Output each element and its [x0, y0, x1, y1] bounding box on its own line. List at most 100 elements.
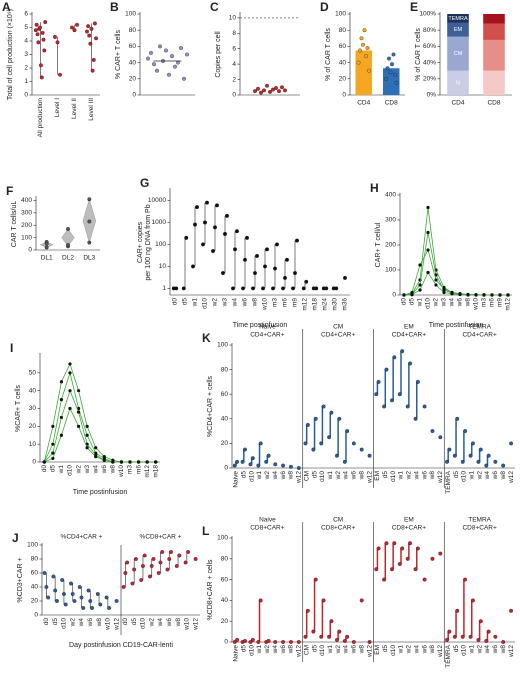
x-tick-label: w1 — [327, 471, 334, 481]
data-point — [59, 397, 64, 402]
data-point — [392, 541, 397, 546]
x-tick-label: w4 — [413, 471, 420, 481]
x-tick-label: Level II — [71, 98, 78, 119]
series-line — [403, 207, 508, 296]
x-tick-label: w12 — [192, 618, 199, 631]
y-axis-label: %CAR+ T cells — [15, 385, 22, 433]
data-point — [158, 560, 163, 565]
data-point — [434, 283, 438, 287]
x-tick-label: w10 — [184, 618, 191, 631]
data-point — [85, 433, 89, 437]
data-point — [51, 442, 55, 446]
data-point — [38, 63, 43, 68]
data-point — [132, 567, 137, 572]
data-point — [179, 46, 183, 50]
data-point — [193, 557, 198, 561]
data-point — [94, 446, 98, 450]
y-axis-label: CAR+ copies — [137, 221, 144, 263]
y-tick-label: 400 — [385, 192, 396, 199]
data-point — [501, 640, 506, 644]
data-point — [265, 83, 269, 88]
data-point — [493, 459, 498, 464]
data-point — [145, 460, 149, 464]
data-point — [418, 283, 422, 287]
segment-label: CM — [454, 51, 463, 57]
data-point — [345, 429, 350, 434]
x-tick-label: d5 — [50, 465, 57, 473]
y-tick-label: 100 — [385, 267, 396, 274]
panel-letter: K — [202, 331, 211, 345]
data-point — [319, 441, 324, 446]
data-point — [92, 21, 97, 26]
data-point — [498, 293, 502, 297]
data-point — [493, 634, 498, 639]
x-tick-label: w6 — [87, 618, 94, 628]
x-axis-label: Time postinfusion — [429, 322, 484, 329]
y-tick-label: 4 — [24, 38, 28, 45]
x-tick-label: CD4 — [451, 100, 464, 107]
y-tick-label: 60 — [339, 43, 347, 50]
x-tick-label: m18 — [152, 465, 159, 478]
data-point — [152, 62, 156, 67]
data-point — [42, 571, 47, 575]
data-point — [160, 550, 165, 554]
x-tick-label: w12 — [296, 471, 303, 484]
x-tick-label: w2 — [433, 298, 440, 308]
data-point — [154, 460, 158, 464]
data-point — [245, 235, 249, 240]
data-point — [283, 88, 287, 93]
x-tick-label: m12 — [144, 465, 151, 478]
data-point — [384, 76, 388, 81]
y-tick-label: 40 — [221, 416, 229, 423]
x-tick-label: w4 — [157, 618, 164, 628]
data-point — [283, 275, 287, 280]
data-point — [34, 22, 39, 27]
y-tick-label: 2 — [24, 65, 28, 72]
data-point — [149, 50, 153, 55]
data-point — [232, 463, 237, 468]
y-tick-label: 200 — [385, 242, 396, 249]
data-point — [123, 571, 128, 575]
x-tick-label: m6 — [282, 298, 289, 307]
y-tick-label: 20 — [339, 76, 347, 83]
data-point — [215, 203, 219, 208]
data-point — [405, 556, 410, 561]
data-point — [240, 459, 245, 464]
data-point — [463, 577, 468, 582]
data-point — [133, 557, 138, 561]
data-point — [445, 637, 449, 642]
data-point — [53, 588, 58, 593]
group-label: TEMRA — [468, 517, 491, 524]
data-point — [43, 20, 48, 25]
x-tick-label: w8 — [429, 471, 436, 481]
data-point — [174, 564, 179, 568]
x-tick-label: EM — [374, 471, 381, 481]
y-tick-label: 1000 — [152, 219, 167, 226]
data-point — [291, 286, 295, 291]
data-point — [266, 453, 271, 458]
data-point — [356, 60, 361, 65]
group-label: CM — [333, 324, 343, 331]
data-point — [170, 54, 174, 59]
data-point — [337, 416, 342, 421]
y-tick-label: 6 — [24, 11, 28, 18]
data-point — [98, 602, 103, 607]
data-point — [235, 229, 239, 234]
group-subset: CD4+CAR+ — [392, 332, 427, 339]
data-point — [311, 629, 316, 634]
x-tick-label: w8 — [288, 645, 295, 655]
data-point — [128, 460, 132, 464]
x-tick-label: w6 — [351, 471, 358, 481]
data-point — [258, 598, 263, 603]
y-tick-label: 40 — [31, 584, 39, 591]
data-point — [367, 68, 371, 73]
data-point — [351, 640, 356, 644]
data-point — [418, 288, 422, 292]
x-tick-label: w4 — [272, 645, 279, 655]
x-tick-label: m6 — [489, 298, 496, 307]
data-point — [408, 541, 413, 546]
data-point — [445, 459, 449, 464]
x-tick-label: d10 — [461, 471, 468, 482]
x-tick-label: d10 — [390, 471, 397, 482]
x-tick-label: All production — [37, 98, 44, 138]
